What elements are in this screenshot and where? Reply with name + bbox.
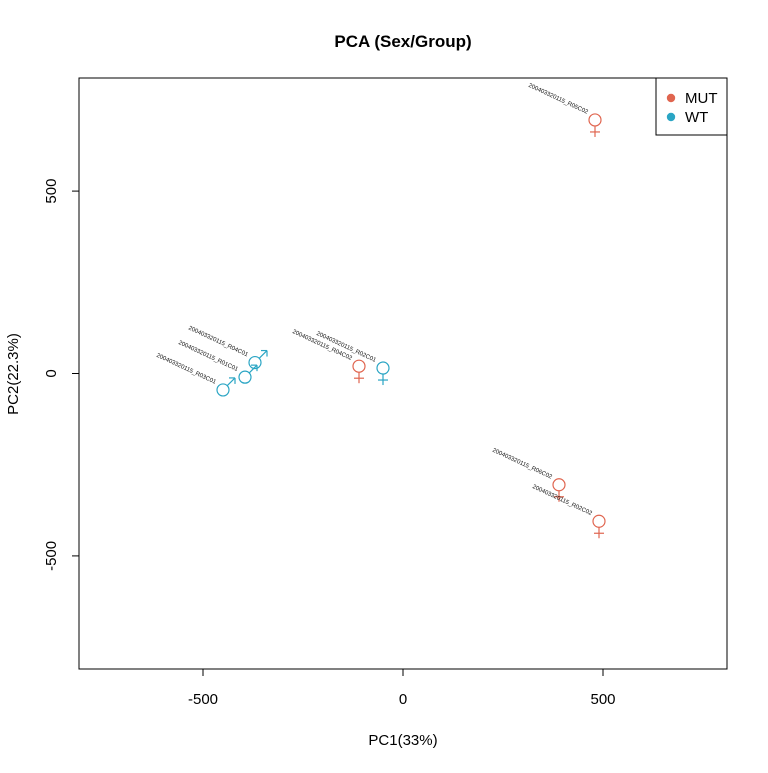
male-glyph xyxy=(248,364,258,374)
point-marker xyxy=(248,355,262,370)
x-axis-label: PC1(33%) xyxy=(368,732,437,749)
legend-box xyxy=(655,77,728,136)
point-marker xyxy=(238,370,252,384)
legend-swatch-wt xyxy=(666,112,676,122)
male-glyph xyxy=(226,377,236,387)
legend: MUT WT xyxy=(655,77,728,136)
x-tick-label: -500 xyxy=(188,691,218,708)
x-tick-label: 0 xyxy=(399,691,407,708)
chart-title: PCA (Sex/Group) xyxy=(334,32,471,51)
legend-label-wt: WT xyxy=(685,109,708,126)
point-marker xyxy=(216,383,230,397)
legend-swatch-mut xyxy=(666,93,676,103)
female-glyph xyxy=(554,490,564,502)
female-glyph xyxy=(354,372,364,384)
legend-label-mut: MUT xyxy=(685,90,718,107)
x-axis: -500 0 500 xyxy=(188,668,616,708)
x-tick-label: 500 xyxy=(590,691,615,708)
female-glyph xyxy=(594,527,604,539)
y-axis: -500 0 500 xyxy=(43,179,80,571)
female-glyph xyxy=(378,374,388,386)
female-glyph xyxy=(590,125,600,137)
y-tick-label: 0 xyxy=(43,369,60,377)
y-tick-label: -500 xyxy=(43,541,60,571)
male-glyph xyxy=(258,349,268,359)
y-tick-label: 500 xyxy=(43,179,60,204)
y-axis-label: PC2(22.3%) xyxy=(5,333,22,415)
